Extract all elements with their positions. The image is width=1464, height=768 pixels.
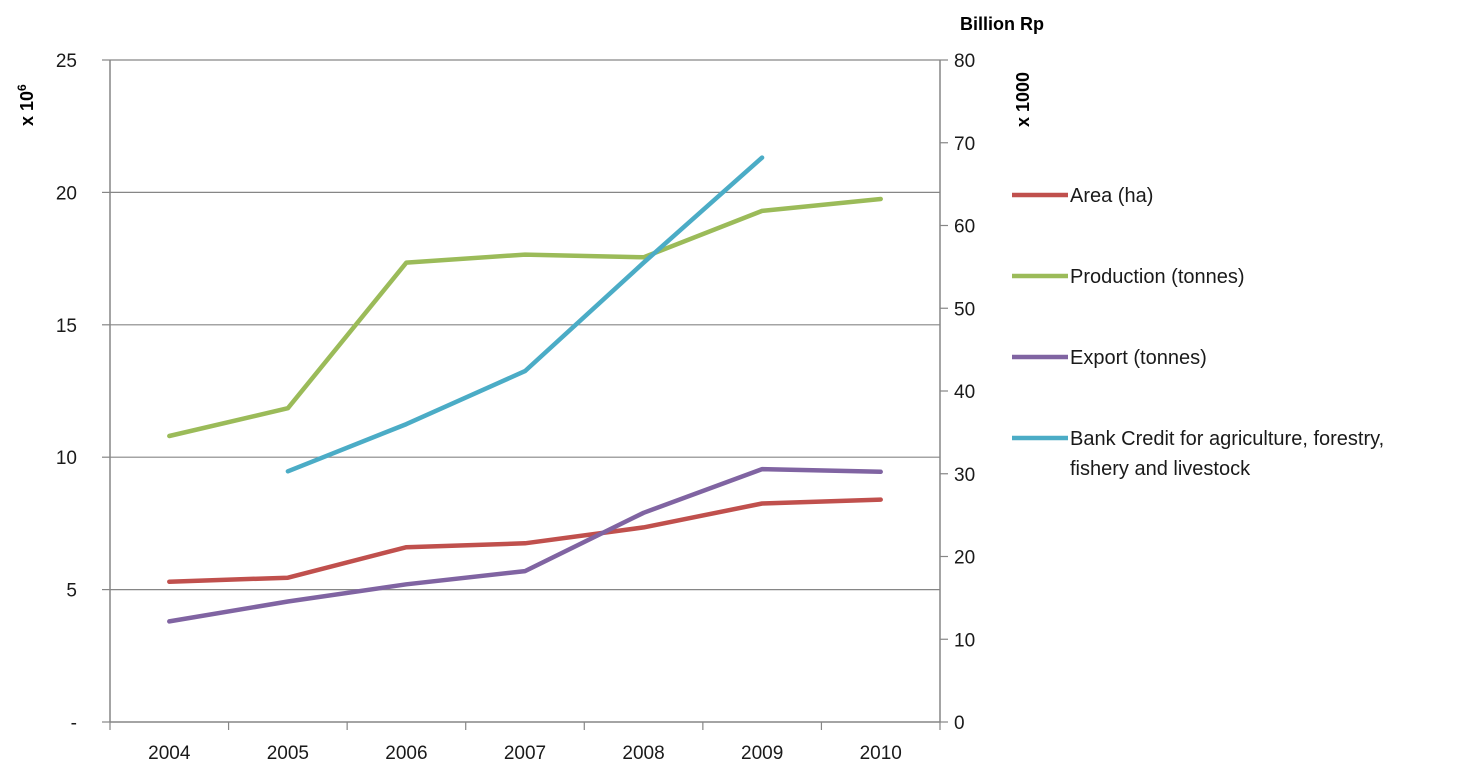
right-tick-label: 10 bbox=[954, 630, 975, 651]
series-lines bbox=[167, 155, 883, 624]
legend: Area (ha) Production (tonnes) Export (tonn… bbox=[1012, 185, 1384, 480]
right-axis-title: x 1000 bbox=[1013, 72, 1033, 127]
left-tick-label: 20 bbox=[56, 183, 77, 204]
x-tick-label: 2007 bbox=[504, 743, 546, 764]
legend-label: Production (tonnes) bbox=[1070, 266, 1245, 288]
right-tick-label: 20 bbox=[954, 548, 975, 569]
left-axis-title-superscript: 6 bbox=[15, 84, 29, 91]
x-tick-label: 2006 bbox=[385, 743, 427, 764]
left-axis-title-text: x 10 bbox=[17, 91, 37, 126]
right-tick-label: 40 bbox=[954, 382, 975, 403]
left-axis-title: x 106 bbox=[15, 84, 37, 126]
left-tick-label: 5 bbox=[66, 581, 77, 602]
right-tick-label: 50 bbox=[954, 299, 975, 320]
series-line bbox=[285, 155, 765, 474]
right-tick-label: 30 bbox=[954, 465, 975, 486]
right-tick-label: 70 bbox=[954, 134, 975, 155]
legend-label: fishery and livestock bbox=[1070, 458, 1251, 480]
left-tick-label: 15 bbox=[56, 316, 77, 337]
series-line bbox=[167, 497, 883, 584]
series-line bbox=[167, 466, 883, 624]
right-axis-ticks: 0 10 20 30 40 50 60 70 80 bbox=[940, 51, 975, 734]
legend-label: Area (ha) bbox=[1070, 185, 1153, 207]
series-line bbox=[167, 196, 883, 439]
legend-label: Bank Credit for agriculture, forestry, bbox=[1070, 428, 1384, 450]
left-axis-ticks: - 5 10 15 20 25 bbox=[56, 51, 110, 734]
right-tick-label: 60 bbox=[954, 217, 975, 238]
left-tick-label: 25 bbox=[56, 51, 77, 72]
x-tick-label: 2010 bbox=[860, 743, 902, 764]
right-tick-label: 80 bbox=[954, 51, 975, 72]
axes bbox=[109, 60, 941, 723]
right-axis-unit-label: Billion Rp bbox=[960, 14, 1044, 34]
left-tick-label: - bbox=[71, 713, 77, 734]
x-tick-label: 2005 bbox=[267, 743, 309, 764]
x-tick-label: 2009 bbox=[741, 743, 783, 764]
x-tick-label: 2008 bbox=[622, 743, 664, 764]
gridlines bbox=[110, 59, 940, 591]
x-axis-ticks: 2004 2005 2006 2007 2008 2009 2010 bbox=[109, 722, 941, 764]
x-tick-label: 2004 bbox=[148, 743, 191, 764]
left-tick-label: 10 bbox=[56, 448, 77, 469]
right-tick-label: 0 bbox=[954, 713, 965, 734]
legend-label: Export (tonnes) bbox=[1070, 347, 1207, 369]
